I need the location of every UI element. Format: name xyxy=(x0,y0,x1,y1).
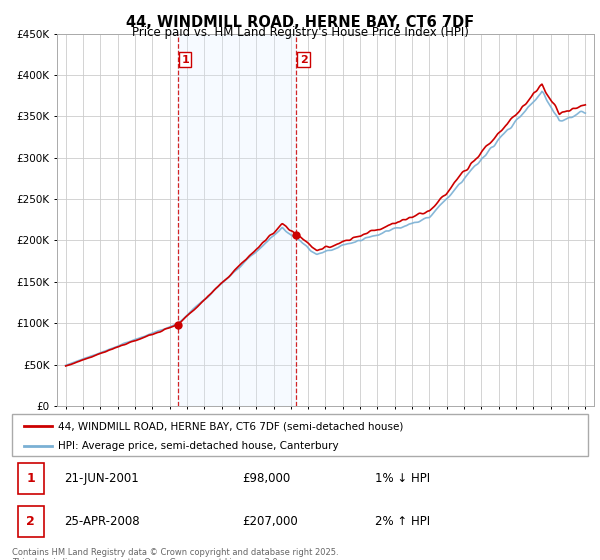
Bar xyxy=(178,34,296,406)
Text: £98,000: £98,000 xyxy=(242,472,290,485)
Text: 2: 2 xyxy=(299,55,307,64)
Text: 1% ↓ HPI: 1% ↓ HPI xyxy=(375,472,430,485)
Text: Contains HM Land Registry data © Crown copyright and database right 2025.
This d: Contains HM Land Registry data © Crown c… xyxy=(12,548,338,560)
Text: 2% ↑ HPI: 2% ↑ HPI xyxy=(375,515,430,528)
Text: 1: 1 xyxy=(181,55,189,64)
Text: 25-APR-2008: 25-APR-2008 xyxy=(64,515,139,528)
FancyBboxPatch shape xyxy=(18,463,44,494)
Text: 44, WINDMILL ROAD, HERNE BAY, CT6 7DF (semi-detached house): 44, WINDMILL ROAD, HERNE BAY, CT6 7DF (s… xyxy=(58,421,403,431)
Text: £207,000: £207,000 xyxy=(242,515,298,528)
Text: 44, WINDMILL ROAD, HERNE BAY, CT6 7DF: 44, WINDMILL ROAD, HERNE BAY, CT6 7DF xyxy=(126,15,474,30)
Text: 1: 1 xyxy=(26,472,35,485)
FancyBboxPatch shape xyxy=(18,506,44,538)
Text: Price paid vs. HM Land Registry's House Price Index (HPI): Price paid vs. HM Land Registry's House … xyxy=(131,26,469,39)
Text: 2: 2 xyxy=(26,515,35,528)
FancyBboxPatch shape xyxy=(12,414,588,456)
Text: HPI: Average price, semi-detached house, Canterbury: HPI: Average price, semi-detached house,… xyxy=(58,441,339,451)
Text: 21-JUN-2001: 21-JUN-2001 xyxy=(64,472,139,485)
